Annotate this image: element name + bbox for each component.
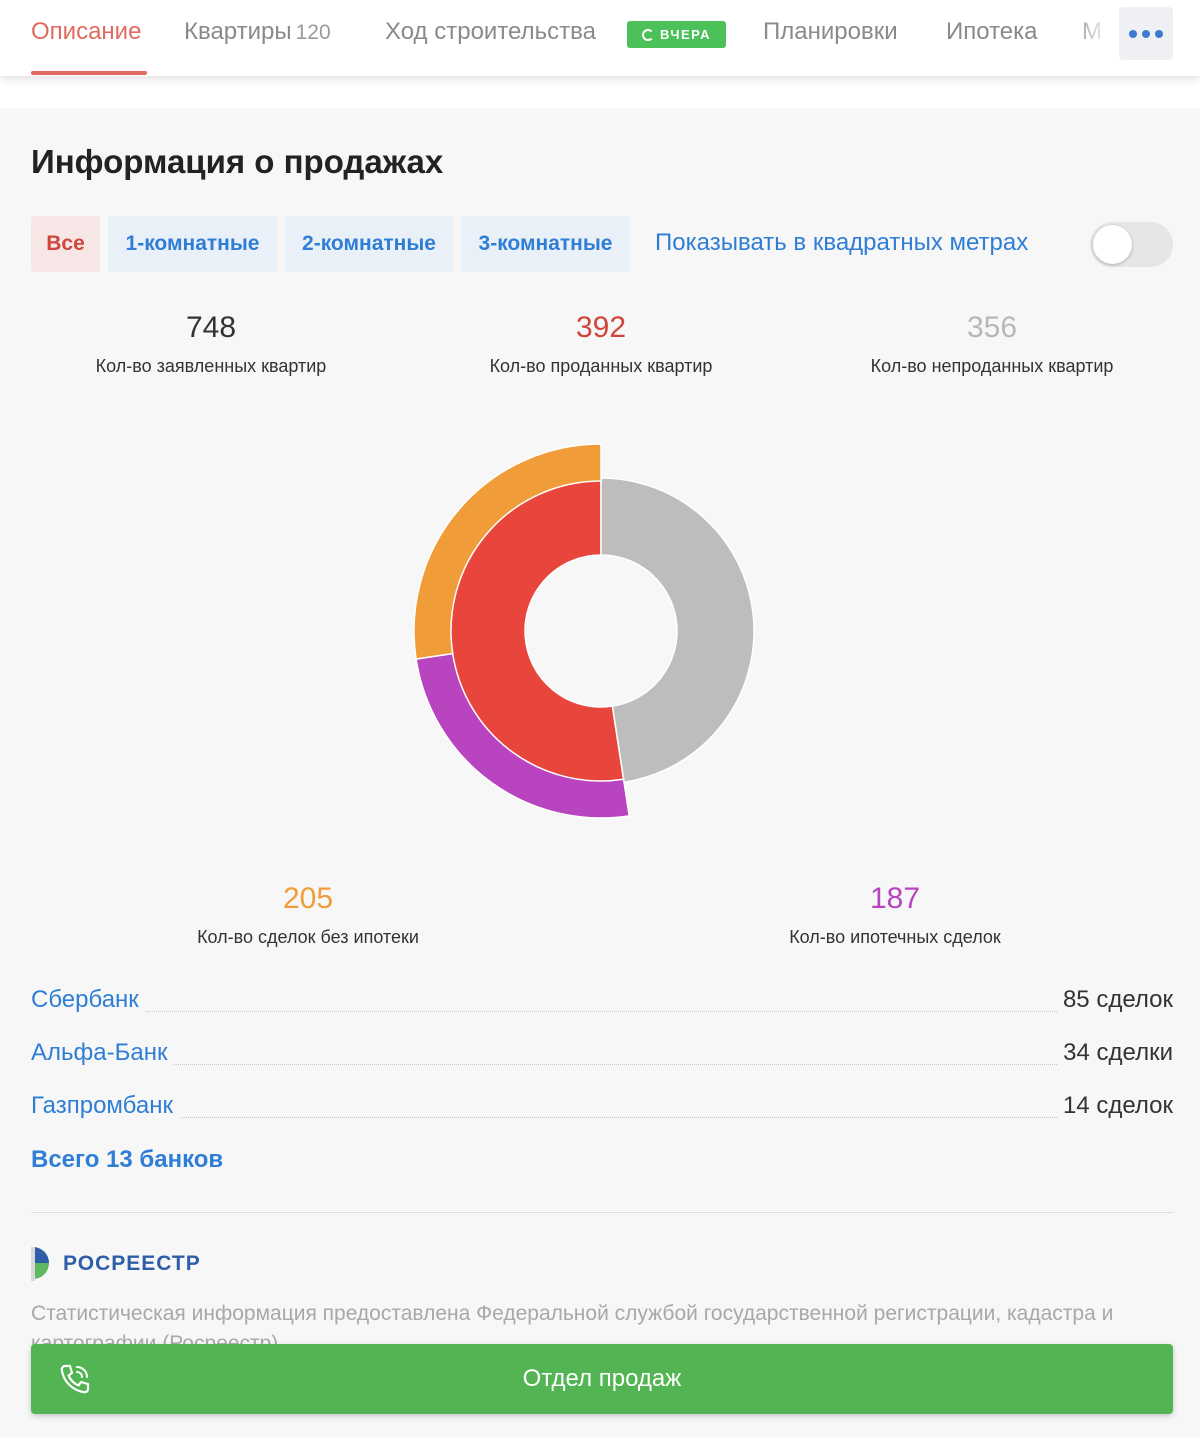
tab-apartments-label: Квартиры (184, 18, 292, 45)
stat-declared: 748 Кол-во заявленных квартир (31, 310, 391, 377)
call-button-label: Отдел продаж (522, 1365, 682, 1392)
donut-slice-no-mortgage (413, 443, 602, 661)
active-tab-indicator (31, 71, 147, 75)
section-title: Информация о продажах (31, 143, 444, 180)
filter-chip-all[interactable]: Все (31, 216, 100, 272)
dotted-leader (31, 1011, 1173, 1012)
donut-slice-mortgage (415, 652, 631, 819)
tab-construction-progress[interactable]: Ход строительства (385, 18, 596, 46)
refresh-icon (641, 28, 654, 41)
rosreestr-logo-text: РОСРЕЕСТР (63, 1252, 201, 1275)
filter-chip-label: 2-комнатные (302, 232, 436, 255)
bank-name-link[interactable]: Альфа-Банк (31, 1039, 174, 1067)
updated-badge-label: ВЧЕРА (659, 27, 712, 42)
dotted-leader (31, 1064, 1173, 1065)
square-meters-label[interactable]: Показывать в квадратных метрах (655, 229, 1029, 256)
sales-donut-chart (413, 443, 755, 819)
bank-row: Газпромбанк 14 сделок (31, 1092, 1173, 1126)
filter-chip-label: 1-комнатные (125, 232, 260, 255)
rosreestr-emblem-icon (31, 1247, 49, 1281)
bank-name-link[interactable]: Газпромбанк (31, 1092, 179, 1120)
stat-mortgage: 187 Кол-во ипотечных сделок (695, 881, 1095, 948)
stat-mortgage-label: Кол-во ипотечных сделок (789, 927, 1001, 947)
stat-no-mortgage-value: 205 (282, 882, 334, 915)
tab-apartments[interactable]: Квартиры 120 (184, 18, 331, 46)
toggle-knob (1093, 225, 1132, 264)
more-dots-icon (1129, 29, 1137, 38)
tab-overflow-fade (1070, 0, 1120, 76)
stat-unsold-label: Кол-во непроданных квартир (870, 356, 1114, 376)
bank-row: Сбербанк 85 сделок (31, 986, 1173, 1020)
tab-construction-label: Ход строительства (385, 18, 596, 45)
filter-chip-2-room[interactable]: 2-комнатные (285, 216, 453, 272)
bank-deal-count: 85 сделок (1056, 986, 1173, 1014)
bank-name-link[interactable]: Сбербанк (31, 986, 145, 1014)
tab-bar: Описание Квартиры 120 Ход строительства В… (0, 0, 1200, 76)
all-banks-link[interactable]: Всего 13 банков (31, 1146, 224, 1173)
stat-mortgage-value: 187 (869, 882, 921, 915)
tab-description[interactable]: Описание (31, 18, 141, 46)
more-dot (1155, 29, 1163, 38)
bank-deal-count: 14 сделок (1056, 1092, 1173, 1120)
dotted-leader (31, 1117, 1173, 1118)
tab-bar-spacer (0, 76, 1200, 108)
tab-description-label: Описание (31, 18, 142, 45)
more-tabs-button[interactable] (1119, 7, 1173, 60)
tab-apartments-count: 120 (295, 21, 331, 44)
bank-row: Альфа-Банк 34 сделки (31, 1039, 1173, 1073)
donut-slice-unsold (600, 477, 755, 784)
tab-mortgage-label: Ипотека (946, 18, 1038, 45)
phone-icon (60, 1364, 90, 1394)
stat-sold: 392 Кол-во проданных квартир (421, 310, 781, 377)
stat-declared-value: 748 (185, 311, 237, 344)
rosreestr-logo: РОСРЕЕСТР (31, 1244, 201, 1284)
tab-layouts[interactable]: Планировки (763, 18, 898, 46)
divider (31, 1212, 1173, 1213)
tab-layouts-label: Планировки (763, 18, 898, 45)
stat-sold-label: Кол-во проданных квартир (489, 356, 713, 376)
filter-chip-label: Все (46, 232, 85, 255)
stat-no-mortgage-label: Кол-во сделок без ипотеки (197, 927, 419, 947)
bank-deal-count: 34 сделки (1057, 1039, 1173, 1067)
stat-declared-label: Кол-во заявленных квартир (95, 356, 327, 376)
stat-no-mortgage: 205 Кол-во сделок без ипотеки (108, 881, 508, 948)
filter-chip-label: 3-комнатные (478, 232, 613, 255)
stat-unsold-value: 356 (966, 311, 1018, 344)
filter-chip-1-room[interactable]: 1-комнатные (108, 216, 277, 272)
sales-department-call-button[interactable]: Отдел продаж (31, 1344, 1173, 1414)
tab-mortgage[interactable]: Ипотека (946, 18, 1038, 46)
square-meters-toggle[interactable] (1090, 222, 1173, 267)
stat-sold-value: 392 (575, 311, 627, 344)
updated-badge: ВЧЕРА (627, 21, 726, 48)
filter-chip-3-room[interactable]: 3-комнатные (461, 216, 630, 272)
stat-unsold: 356 Кол-во непроданных квартир (812, 310, 1172, 377)
more-dot (1142, 29, 1150, 38)
